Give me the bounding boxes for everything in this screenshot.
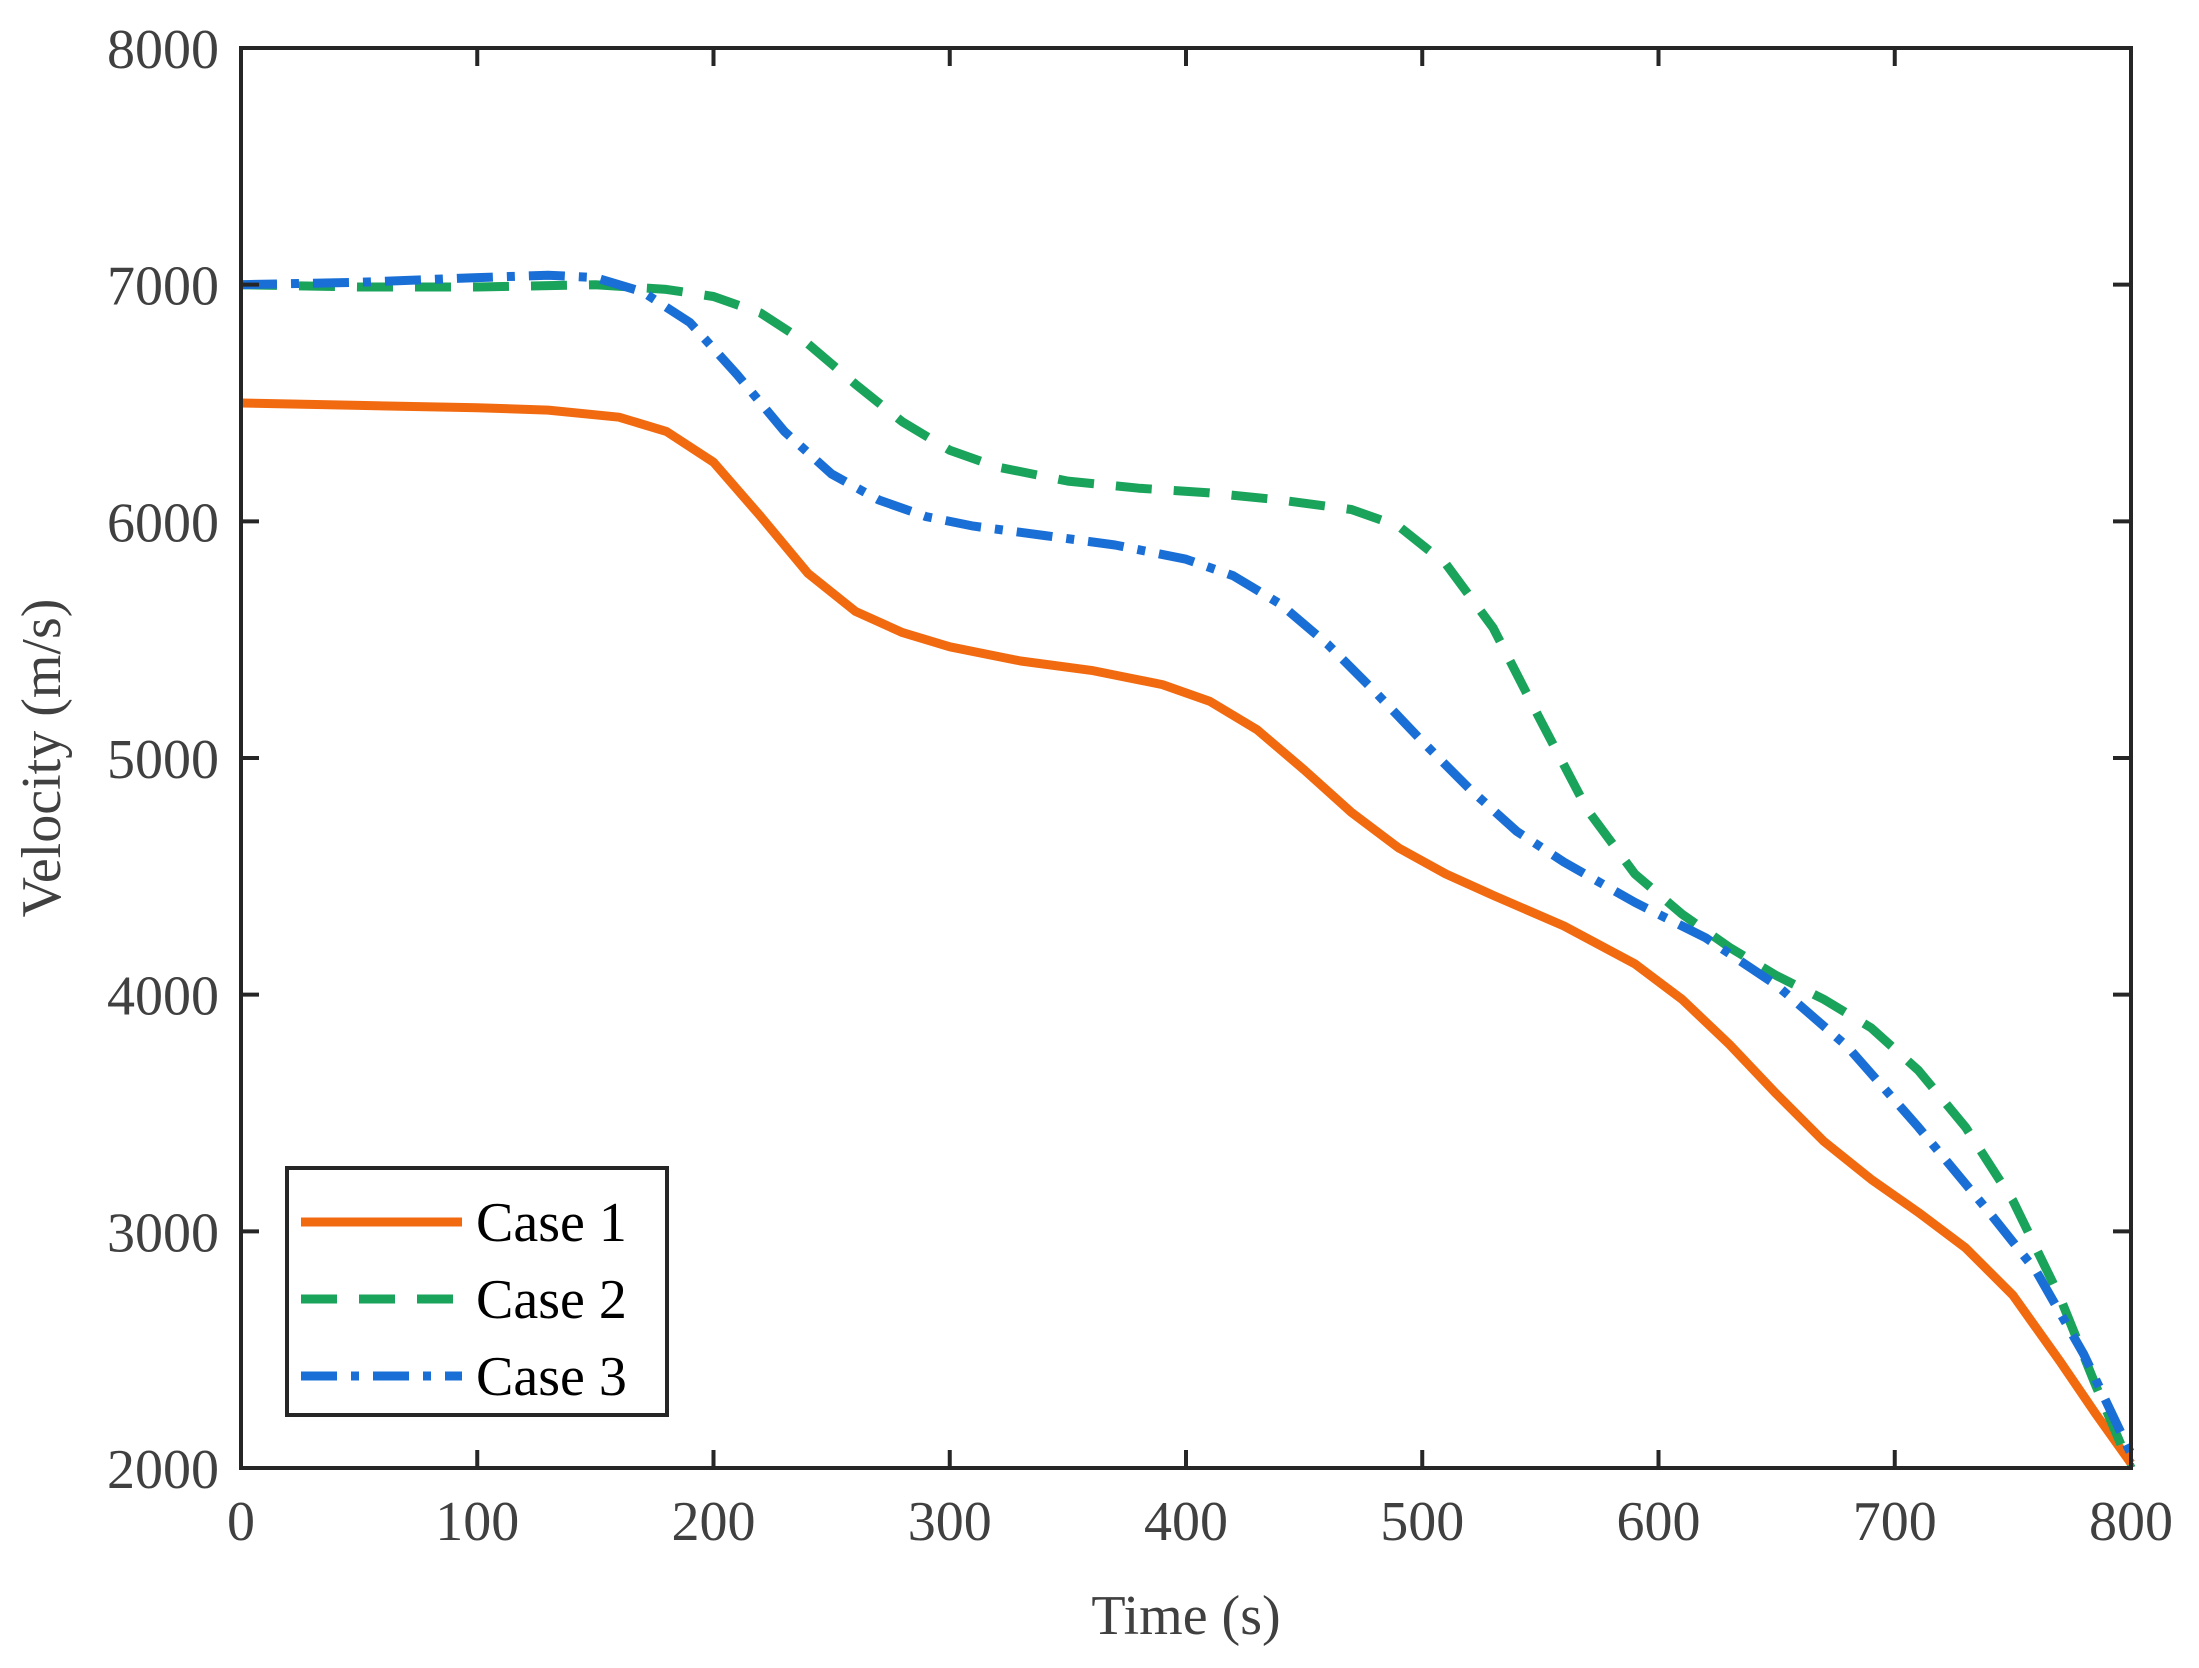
legend-label-case-2: Case 2 — [476, 1269, 627, 1331]
y-axis-label: Velocity (m/s) — [11, 599, 73, 918]
x-tick-label: 500 — [1380, 1491, 1464, 1553]
legend-box — [285, 1166, 669, 1417]
series-layer — [240, 270, 2136, 1470]
x-tick-label: 700 — [1853, 1491, 1937, 1553]
x-tick-label: 0 — [227, 1491, 255, 1553]
y-tick-label: 4000 — [107, 966, 219, 1028]
legend-label-case-3: Case 3 — [476, 1346, 627, 1408]
series-line-case-2 — [240, 280, 2136, 1470]
x-tick-label: 100 — [435, 1491, 519, 1553]
x-tick-label: 800 — [2089, 1491, 2173, 1553]
y-tick-label: 6000 — [107, 492, 219, 554]
series-line-case-1 — [240, 398, 2135, 1466]
y-tick-label: 3000 — [107, 1202, 219, 1264]
legend-label-case-1: Case 1 — [476, 1192, 627, 1254]
legend: Case 1 Case 2 Case 3 — [285, 1166, 669, 1417]
x-axis-label: Time (s) — [1091, 1585, 1280, 1647]
ticks-layer — [239, 46, 2133, 1470]
y-tick-label: 8000 — [107, 19, 219, 81]
x-tick-label: 200 — [672, 1491, 756, 1553]
series-line-case-3 — [240, 270, 2136, 1456]
x-tick-label: 600 — [1617, 1491, 1701, 1553]
y-tick-label: 2000 — [107, 1439, 219, 1501]
x-tick-label: 300 — [908, 1491, 992, 1553]
tick-labels-layer: 0 100 200 300 400 500 600 700 800 2000 3000 4000 500… — [107, 19, 2173, 1553]
x-tick-label: 400 — [1144, 1491, 1228, 1553]
y-tick-label: 5000 — [107, 729, 219, 791]
y-tick-label: 7000 — [107, 256, 219, 318]
